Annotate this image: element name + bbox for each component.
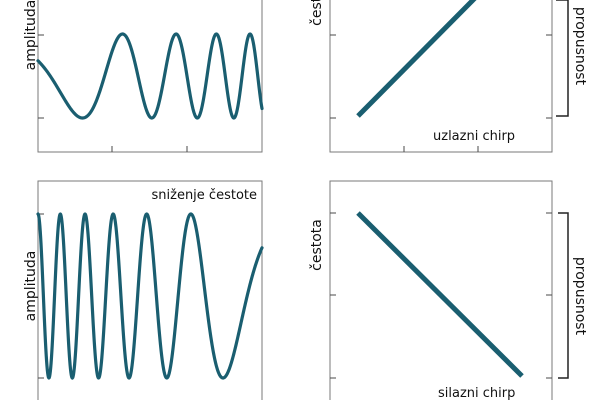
y-axis-label: čestota [309, 0, 325, 26]
panel-up-frequency: čestota uzlazni chirp propusnost [309, 0, 588, 153]
plot-frame [37, 0, 263, 153]
bandwidth-bracket [556, 0, 569, 117]
plot-frame [329, 180, 553, 400]
y-axis-label: čestota [309, 219, 325, 271]
panel-down-frequency: čestota silazni chirp propusnost [309, 180, 588, 400]
bandwidth-label: propusnost [572, 7, 588, 86]
series-line [356, 0, 477, 118]
plot-frame [329, 0, 553, 153]
series-line [36, 212, 264, 380]
chart-annotation: silazni chirp [438, 386, 515, 400]
plot-frame [37, 180, 263, 400]
chart-annotation: sniženje čestote [152, 188, 258, 203]
series-line [356, 211, 524, 378]
y-axis-label: amplituda [23, 251, 39, 322]
panel-up-signal: amplituda [23, 0, 264, 153]
series-line [36, 32, 264, 120]
bandwidth-label: propusnost [572, 257, 588, 336]
bandwidth-bracket [558, 212, 569, 379]
panel-down-signal: amplituda sniženje čestote [23, 180, 264, 400]
chart-annotation: uzlazni chirp [433, 129, 515, 144]
y-axis-label: amplituda [23, 0, 39, 70]
